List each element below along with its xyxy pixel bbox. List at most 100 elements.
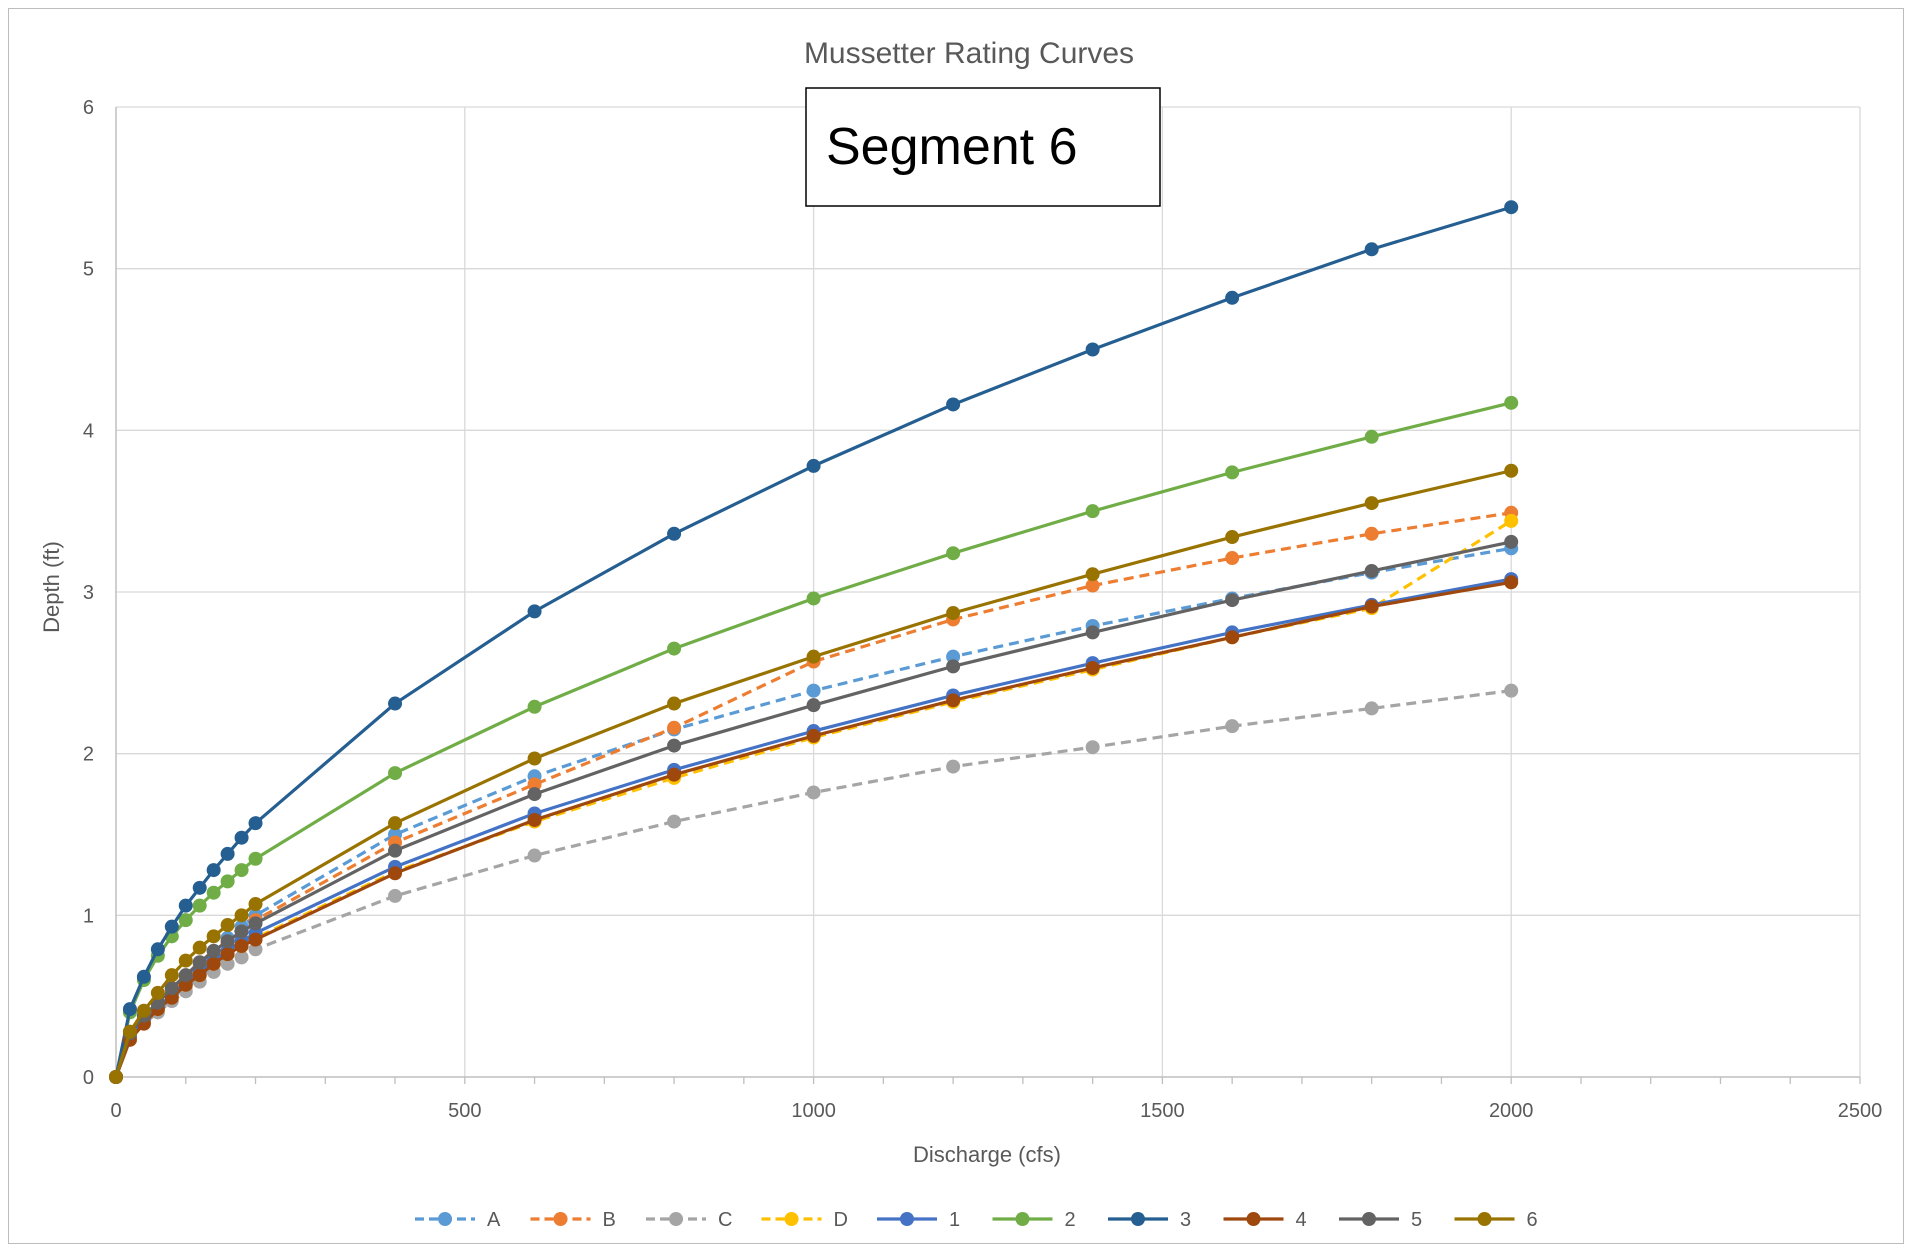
x-tick-label: 2000 (1489, 1100, 1534, 1122)
data-point-3 (248, 816, 263, 831)
legend-entry-1: 1 (877, 1209, 960, 1231)
data-point-2 (192, 898, 207, 913)
rating-curves-chart: Mussetter Rating Curves 0 1 2 3 4 5 6 0 500 1000 1… (39, 37, 1882, 1231)
data-point-5 (220, 934, 235, 949)
data-point-2 (388, 766, 403, 781)
data-point-6 (946, 606, 961, 621)
data-point-2 (806, 591, 821, 606)
y-tick-label: 1 (83, 905, 94, 927)
legend-entry-D: D (761, 1209, 848, 1231)
legend-entry-3: 3 (1108, 1209, 1191, 1231)
legend: A B C D 1 2 3 4 5 6 (415, 1209, 1538, 1231)
data-point-3 (667, 526, 682, 541)
y-axis-title: Depth (ft) (39, 541, 64, 633)
series-line-A (114, 546, 1512, 1078)
data-point-2 (667, 641, 682, 656)
data-point-5 (946, 659, 961, 674)
data-point-3 (220, 846, 235, 861)
axes: 0 1 2 3 4 5 6 0 500 1000 1500 2000 2500 (83, 97, 1882, 1122)
legend-marker (900, 1212, 914, 1226)
data-point-2 (220, 874, 235, 889)
data-point-4 (1504, 575, 1519, 590)
chart-title: Mussetter Rating Curves (804, 37, 1134, 70)
data-point-6 (388, 816, 403, 831)
data-point-C (806, 785, 821, 800)
data-point-6 (206, 929, 221, 944)
data-point-2 (1364, 429, 1379, 444)
data-point-4 (527, 812, 542, 827)
x-tick-label: 1000 (791, 1100, 836, 1122)
data-point-6 (1364, 496, 1379, 511)
legend-marker (1015, 1212, 1030, 1226)
data-point-D (1504, 513, 1519, 528)
y-tick-label: 4 (83, 420, 94, 442)
data-point-6 (220, 918, 235, 933)
data-point-5 (527, 787, 542, 802)
data-point-C (1085, 740, 1100, 755)
data-point-B (527, 777, 542, 792)
data-point-3 (178, 898, 193, 913)
data-point-3 (806, 458, 821, 473)
data-point-4 (946, 693, 961, 708)
data-point-3 (164, 919, 179, 934)
data-point-5 (806, 698, 821, 713)
data-point-3 (946, 397, 961, 412)
data-point-2 (946, 546, 961, 561)
data-point-5 (248, 916, 263, 931)
data-point-5 (1225, 593, 1240, 608)
data-point-5 (1364, 563, 1379, 578)
data-point-4 (234, 939, 249, 954)
data-point-4 (1364, 599, 1379, 614)
data-point-5 (388, 843, 403, 858)
data-point-C (946, 759, 961, 774)
data-point-6 (234, 908, 249, 923)
data-point-6 (667, 696, 682, 711)
data-point-3 (234, 830, 249, 845)
legend-marker (553, 1212, 568, 1226)
y-tick-label: 6 (83, 97, 94, 119)
data-point-2 (527, 699, 542, 714)
legend-entry-2: 2 (992, 1209, 1076, 1231)
legend-label: 2 (1065, 1209, 1076, 1231)
data-point-5 (178, 968, 193, 983)
legend-entry-B: B (530, 1209, 616, 1231)
data-point-6 (806, 649, 821, 664)
data-point-4 (388, 866, 403, 881)
data-point-3 (1504, 200, 1519, 215)
data-point-2 (1504, 395, 1519, 410)
data-point-6 (527, 751, 542, 766)
data-point-C (234, 950, 249, 965)
data-point-B (667, 720, 682, 735)
data-point-4 (220, 947, 235, 962)
gridlines (116, 106, 1861, 1077)
data-point-C (220, 956, 235, 971)
legend-label: A (487, 1209, 501, 1231)
data-point-3 (150, 942, 165, 957)
legend-entry-A: A (415, 1209, 501, 1231)
data-point-B (1225, 551, 1240, 566)
legend-label: C (718, 1209, 732, 1231)
data-point-C (248, 942, 263, 957)
data-point-C (527, 848, 542, 863)
data-point-A (946, 649, 961, 664)
data-point-4 (1225, 630, 1240, 645)
data-point-C (388, 888, 403, 903)
x-axis-title: Discharge (cfs) (913, 1142, 1061, 1167)
data-point-4 (192, 968, 207, 983)
x-tick-label: 0 (110, 1100, 121, 1122)
data-point-5 (206, 943, 221, 958)
series-6 (109, 463, 1519, 1084)
legend-label: 6 (1527, 1209, 1538, 1231)
segment-annotation: Segment 6 (805, 87, 1161, 207)
data-point-4 (164, 990, 179, 1005)
data-point-6 (1085, 567, 1100, 582)
data-point-5 (192, 955, 207, 970)
data-point-4 (806, 728, 821, 743)
data-point-6 (150, 985, 165, 1000)
data-point-5 (234, 924, 249, 939)
legend-label: D (834, 1209, 848, 1231)
data-point-6 (1225, 530, 1240, 545)
data-point-2 (234, 863, 249, 878)
data-point-3 (122, 1002, 137, 1017)
